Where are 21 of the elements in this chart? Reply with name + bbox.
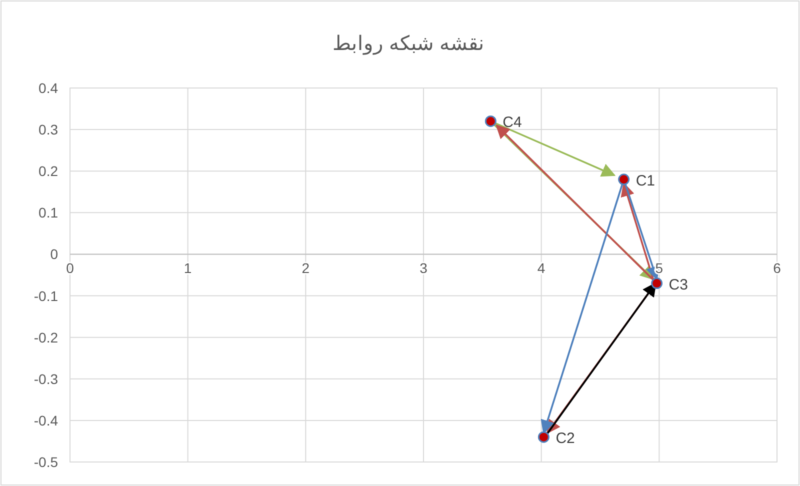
annotation: C4 [502,114,522,132]
x-tick-label: 4 [537,260,546,276]
y-tick-label: 0.3 [38,122,58,138]
y-tick-label: -0.3 [34,370,58,387]
annotation: C2 [556,430,575,448]
y-tick-label: -0.4 [34,412,58,428]
x-tick-label: 0 [66,260,74,276]
annotation: C1 [636,172,656,190]
y-tick-label: 0.2 [38,163,58,180]
y-tick-label: 0.1 [38,204,58,221]
y-tick-label: -0.5 [34,454,58,470]
x-tick-label: 2 [302,260,310,276]
annotation: C3 [668,276,688,294]
y-tick-label: -0.2 [34,329,58,346]
x-tick-label: 1 [184,260,192,276]
chart-title: نقشه شبکه روابط [332,33,485,55]
y-tick-label: 0.4 [38,80,58,96]
y-tick-label: 0 [50,246,58,262]
x-tick-label: 3 [420,260,428,276]
y-tick-label: -0.1 [34,288,58,304]
x-tick-label: 6 [773,260,782,276]
